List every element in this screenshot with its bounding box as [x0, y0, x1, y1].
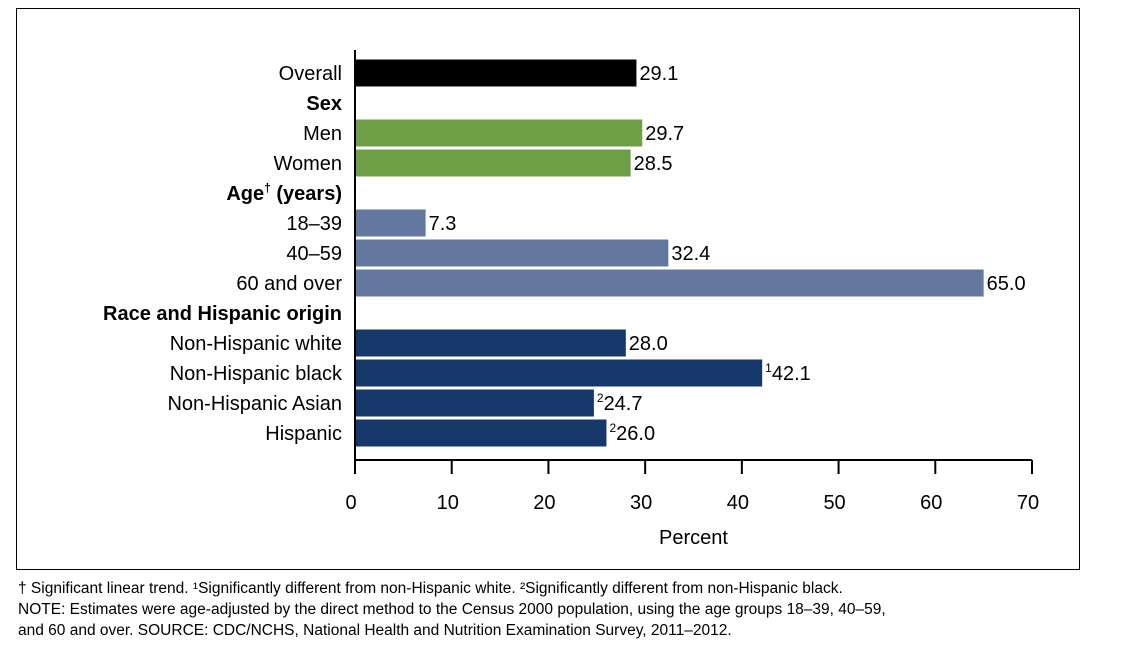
group-header: Age† (years) — [226, 181, 342, 205]
x-tick-label: 40 — [727, 492, 749, 514]
bar-chart: Overall 29.1 Sex Men 29.7 Women 28.5 Age† (year… — [103, 50, 1039, 549]
value-label: 28.0 — [629, 333, 668, 355]
footnote-source: and 60 and over. SOURCE: CDC/NCHS, Natio… — [18, 622, 732, 639]
category-label: 60 and over — [236, 273, 342, 295]
x-tick-label: 70 — [1017, 492, 1039, 514]
value-label: 142.1 — [765, 361, 811, 385]
group-header: Sex — [306, 93, 342, 115]
bar — [355, 389, 594, 417]
group-header: Race and Hispanic origin — [103, 303, 342, 325]
bar — [355, 239, 669, 267]
x-tick-label: 0 — [345, 492, 356, 514]
category-label: Non-Hispanic white — [170, 333, 342, 355]
bar — [355, 269, 984, 297]
footnote-note: NOTE: Estimates were age-adjusted by the… — [18, 601, 886, 618]
value-label: 226.0 — [609, 421, 655, 445]
bar — [355, 329, 626, 357]
footnotes: † Significant linear trend. ¹Significant… — [18, 578, 1118, 641]
bar — [355, 119, 643, 147]
category-label: Overall — [279, 63, 342, 85]
footnote-significance: † Significant linear trend. ¹Significant… — [18, 580, 843, 597]
bar — [355, 359, 763, 387]
category-label: Hispanic — [265, 423, 342, 445]
value-label: 29.1 — [639, 63, 678, 85]
value-label: 32.4 — [671, 243, 710, 265]
value-label: 28.5 — [634, 153, 673, 175]
category-label: Men — [303, 123, 342, 145]
x-tick-label: 20 — [533, 492, 555, 514]
category-label: Non-Hispanic black — [170, 363, 343, 385]
category-label: 40–59 — [286, 243, 342, 265]
value-label: 65.0 — [987, 273, 1026, 295]
category-label: Women — [273, 153, 342, 175]
x-tick-label: 10 — [437, 492, 459, 514]
value-label: 7.3 — [429, 213, 457, 235]
x-tick-label: 60 — [920, 492, 942, 514]
x-axis-title: Percent — [659, 527, 728, 549]
bar — [355, 419, 607, 447]
value-label: 29.7 — [645, 123, 684, 145]
category-label: Non-Hispanic Asian — [167, 393, 342, 415]
x-tick-label: 50 — [823, 492, 845, 514]
chart-frame — [16, 8, 1080, 570]
bar — [355, 59, 637, 87]
bar — [355, 149, 631, 177]
value-label: 224.7 — [597, 391, 643, 415]
x-tick-label: 30 — [630, 492, 652, 514]
category-label: 18–39 — [286, 213, 342, 235]
bar — [355, 209, 426, 237]
